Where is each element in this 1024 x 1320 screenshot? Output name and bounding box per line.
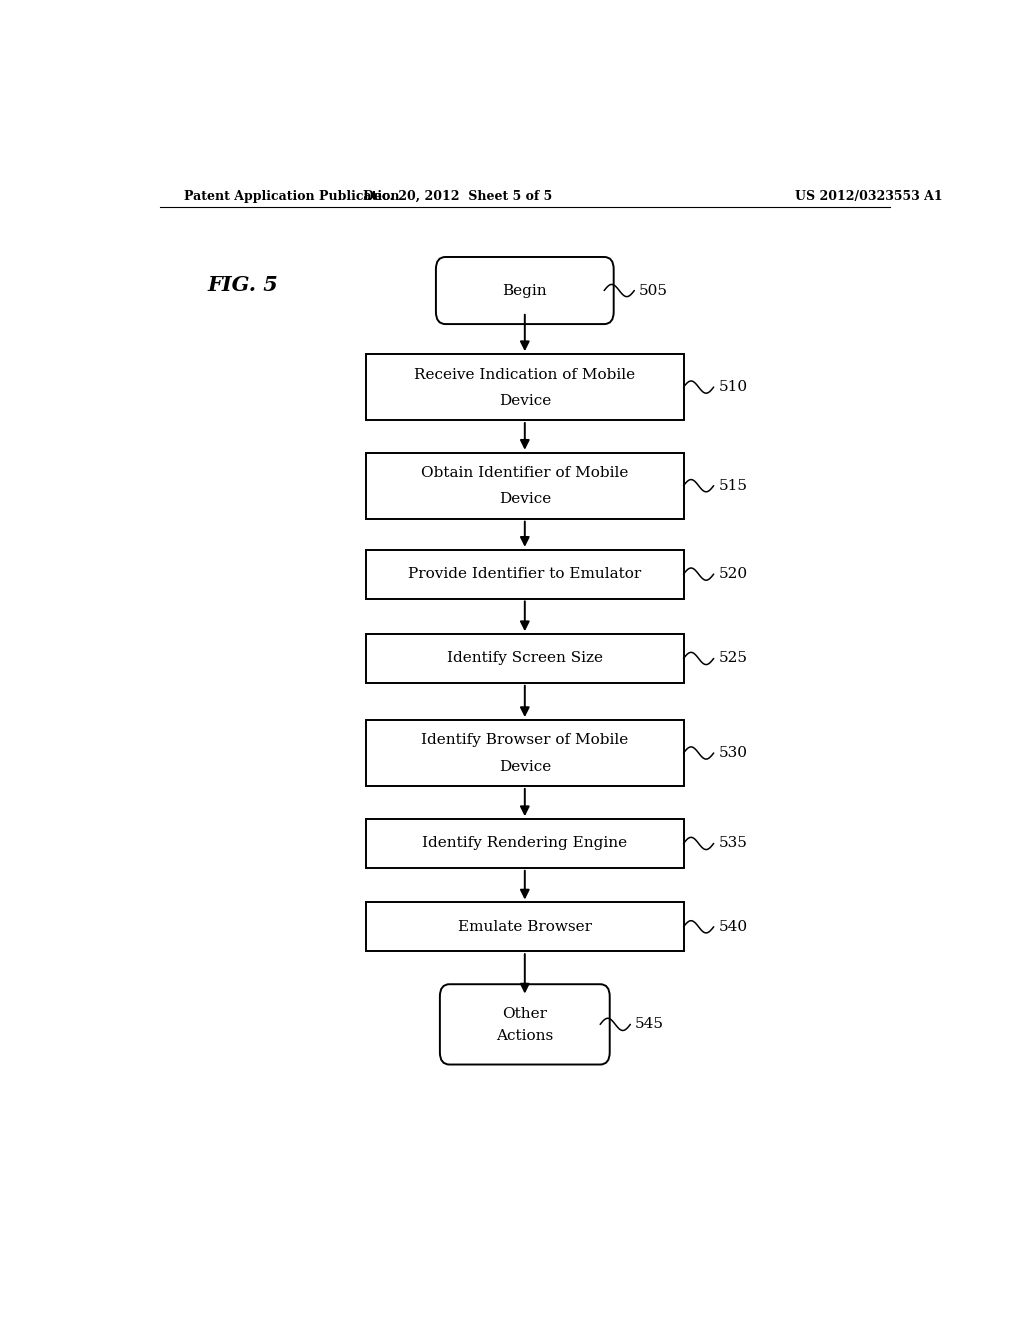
Text: Begin: Begin bbox=[503, 284, 547, 297]
Text: Device: Device bbox=[499, 393, 551, 408]
Bar bbox=[367, 818, 684, 867]
Bar bbox=[367, 634, 684, 682]
Text: Identify Screen Size: Identify Screen Size bbox=[446, 652, 603, 665]
Text: Emulate Browser: Emulate Browser bbox=[458, 920, 592, 933]
Text: 530: 530 bbox=[719, 746, 748, 760]
Text: 505: 505 bbox=[639, 284, 668, 297]
Text: Dec. 20, 2012  Sheet 5 of 5: Dec. 20, 2012 Sheet 5 of 5 bbox=[362, 190, 552, 202]
Text: Device: Device bbox=[499, 492, 551, 507]
Bar bbox=[367, 549, 684, 598]
Text: Patent Application Publication: Patent Application Publication bbox=[183, 190, 399, 202]
Text: Identify Rendering Engine: Identify Rendering Engine bbox=[422, 837, 628, 850]
Bar bbox=[367, 903, 684, 952]
Text: Obtain Identifier of Mobile: Obtain Identifier of Mobile bbox=[421, 466, 629, 480]
Text: Actions: Actions bbox=[497, 1030, 553, 1043]
Text: Device: Device bbox=[499, 760, 551, 774]
Text: Provide Identifier to Emulator: Provide Identifier to Emulator bbox=[409, 568, 641, 581]
Text: 510: 510 bbox=[719, 380, 748, 395]
Text: 525: 525 bbox=[719, 652, 748, 665]
Bar bbox=[367, 354, 684, 420]
Text: Identify Browser of Mobile: Identify Browser of Mobile bbox=[421, 734, 629, 747]
Text: US 2012/0323553 A1: US 2012/0323553 A1 bbox=[795, 190, 942, 202]
Text: Other: Other bbox=[503, 1007, 547, 1020]
Text: 545: 545 bbox=[635, 1018, 665, 1031]
Bar bbox=[367, 719, 684, 785]
FancyBboxPatch shape bbox=[436, 257, 613, 325]
Bar bbox=[367, 453, 684, 519]
Text: Receive Indication of Mobile: Receive Indication of Mobile bbox=[415, 367, 635, 381]
Text: 520: 520 bbox=[719, 568, 748, 581]
Text: 535: 535 bbox=[719, 837, 748, 850]
Text: 515: 515 bbox=[719, 479, 748, 492]
FancyBboxPatch shape bbox=[440, 985, 609, 1064]
Text: 540: 540 bbox=[719, 920, 748, 933]
Text: FIG. 5: FIG. 5 bbox=[208, 276, 279, 296]
